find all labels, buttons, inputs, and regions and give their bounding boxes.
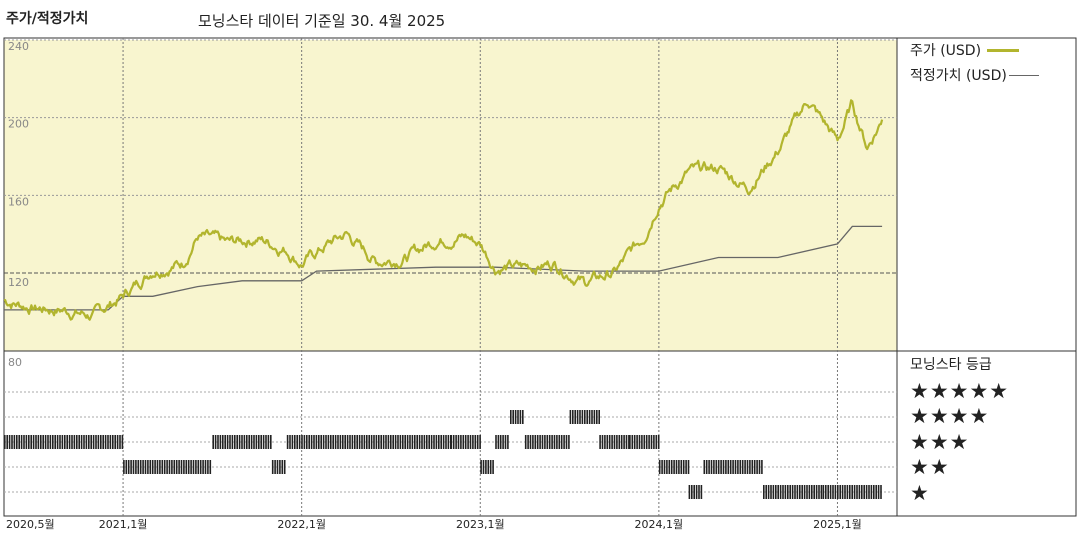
rating-period-2-stars (480, 460, 494, 474)
price-line (3, 99, 884, 321)
rating-title: 모닝스타 등급 (910, 357, 992, 373)
legend-price-label: 주가 (USD) (910, 43, 982, 59)
y-tick-label: 120 (8, 276, 29, 289)
y-tick-label: 240 (8, 40, 29, 53)
rating-period-2-stars (658, 460, 690, 474)
y-tick-label: 200 (8, 118, 29, 131)
legend-fair-swatch (1008, 74, 1039, 76)
rating-period-2-stars (703, 460, 763, 474)
rating-3-stars: ★★★ (910, 430, 970, 454)
rating-2-stars: ★★ (910, 455, 950, 479)
rating-period-2-stars (271, 460, 286, 474)
rating-period-3-stars (495, 435, 509, 449)
y-tick-label: 160 (8, 195, 29, 208)
legend-price: 주가 (USD) (910, 40, 1020, 60)
rating-period-4-stars (569, 410, 600, 424)
chart-subtitle: 모닝스타 데이터 기준일 30. 4월 2025 (198, 12, 446, 30)
rating-period-4-stars (510, 410, 524, 424)
rating-period-3-stars (4, 435, 124, 449)
rating-period-3-stars (524, 435, 570, 449)
legend-price-swatch (987, 48, 1020, 52)
x-tick-label: 2022,1월 (277, 518, 326, 531)
rating-1-star: ★ (910, 481, 930, 505)
x-tick-label: 2023,1월 (456, 518, 505, 531)
chart-frame (3, 37, 1077, 517)
x-tick-label: 2021,1월 (99, 518, 148, 531)
fair-value-line (4, 225, 883, 311)
legend-fair-label: 적정가치 (USD) (910, 68, 1007, 84)
rating-period-3-stars (286, 435, 452, 449)
rating-period-3-stars (599, 435, 630, 449)
rating-period-1-stars (763, 485, 823, 499)
rating-period-3-stars (629, 435, 660, 449)
rating-5-stars: ★★★★★ (910, 379, 1010, 403)
rating-period-2-stars (123, 460, 212, 474)
rating-period-1-stars (822, 485, 882, 499)
x-tick-label: 2020,5월 (6, 518, 55, 531)
rating-period-3-stars (450, 435, 481, 449)
y-tick-label: 80 (8, 356, 22, 369)
chart-title: 주가/적정가치 (6, 11, 89, 27)
x-tick-label: 2025,1월 (813, 518, 862, 531)
rating-period-3-stars (212, 435, 272, 449)
x-tick-label: 2024,1월 (635, 518, 684, 531)
rating-period-1-stars (688, 485, 703, 499)
legend-fair-value: 적정가치 (USD) (910, 65, 1039, 85)
rating-4-stars: ★★★★ (910, 404, 990, 428)
